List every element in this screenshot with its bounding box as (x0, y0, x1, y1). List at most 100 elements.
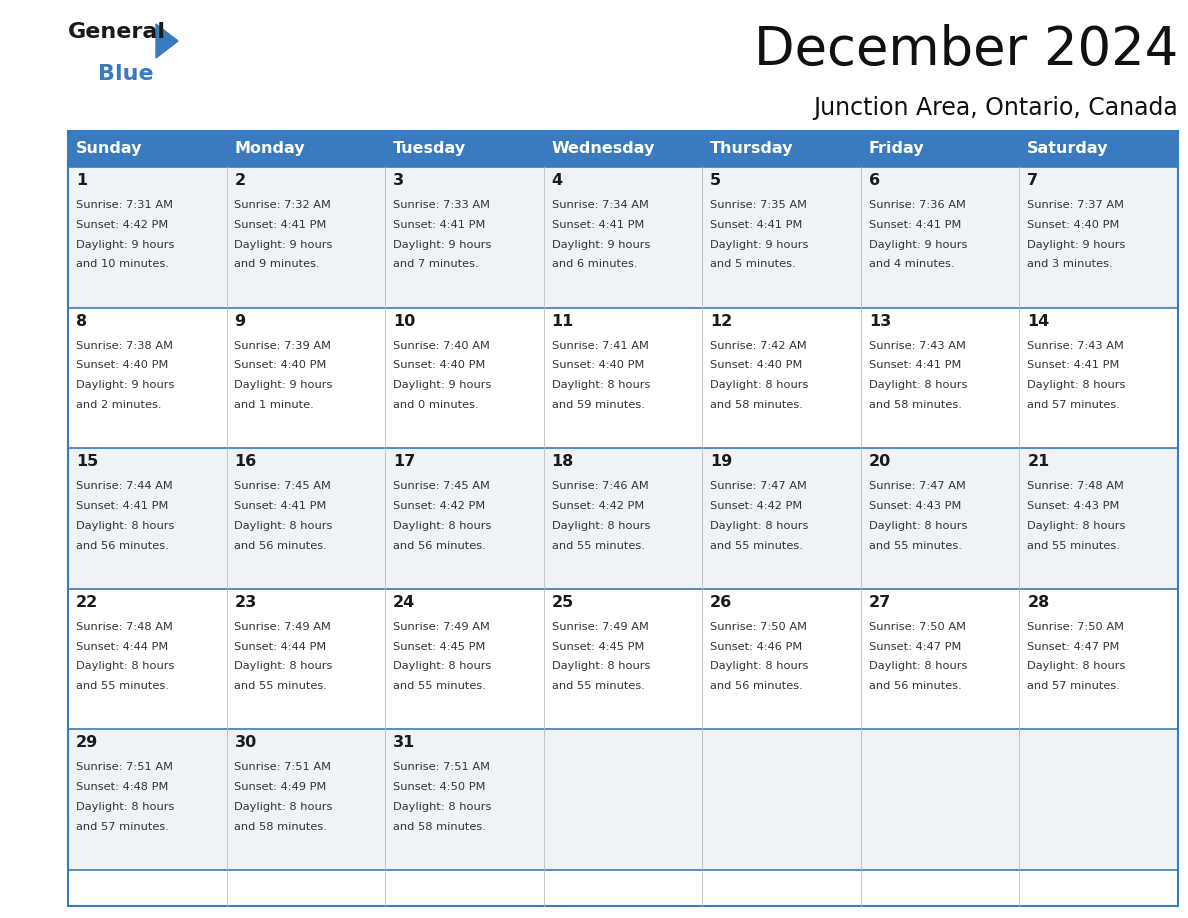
Text: and 55 minutes.: and 55 minutes. (551, 681, 645, 691)
Text: Sunset: 4:42 PM: Sunset: 4:42 PM (710, 501, 802, 511)
Text: and 0 minutes.: and 0 minutes. (393, 400, 479, 410)
Text: Daylight: 9 hours: Daylight: 9 hours (234, 240, 333, 250)
Text: and 58 minutes.: and 58 minutes. (710, 400, 803, 410)
Text: and 2 minutes.: and 2 minutes. (76, 400, 162, 410)
Text: and 3 minutes.: and 3 minutes. (1028, 260, 1113, 269)
Bar (1019, 730, 1178, 870)
Text: Sunrise: 7:48 AM: Sunrise: 7:48 AM (76, 621, 172, 632)
Text: and 5 minutes.: and 5 minutes. (710, 260, 796, 269)
Text: Sunset: 4:44 PM: Sunset: 4:44 PM (234, 642, 327, 652)
Text: 17: 17 (393, 454, 416, 469)
Bar (1019, 308, 1178, 448)
Text: Sunrise: 7:51 AM: Sunrise: 7:51 AM (234, 763, 331, 772)
Text: 9: 9 (234, 314, 246, 329)
Text: Sunrise: 7:39 AM: Sunrise: 7:39 AM (234, 341, 331, 351)
Text: 11: 11 (551, 314, 574, 329)
Text: 5: 5 (710, 173, 721, 188)
Text: Daylight: 8 hours: Daylight: 8 hours (710, 521, 809, 531)
Bar (544, 730, 702, 870)
Bar (544, 167, 702, 308)
Text: 28: 28 (1028, 595, 1050, 610)
Bar (861, 131, 1019, 167)
Text: Daylight: 8 hours: Daylight: 8 hours (234, 521, 333, 531)
Text: Sunrise: 7:48 AM: Sunrise: 7:48 AM (1028, 481, 1124, 491)
Text: December 2024: December 2024 (753, 24, 1178, 76)
Text: Sunset: 4:40 PM: Sunset: 4:40 PM (1028, 219, 1120, 230)
Text: Sunset: 4:40 PM: Sunset: 4:40 PM (710, 361, 803, 370)
Text: Daylight: 9 hours: Daylight: 9 hours (710, 240, 809, 250)
Text: and 55 minutes.: and 55 minutes. (234, 681, 328, 691)
Text: Sunrise: 7:51 AM: Sunrise: 7:51 AM (393, 763, 491, 772)
Text: Daylight: 9 hours: Daylight: 9 hours (1028, 240, 1126, 250)
Text: Daylight: 9 hours: Daylight: 9 hours (76, 380, 175, 390)
Text: 22: 22 (76, 595, 99, 610)
Text: 10: 10 (393, 314, 416, 329)
Text: and 1 minute.: and 1 minute. (234, 400, 315, 410)
Text: 3: 3 (393, 173, 404, 188)
Text: and 56 minutes.: and 56 minutes. (234, 541, 327, 551)
Text: Sunset: 4:48 PM: Sunset: 4:48 PM (76, 782, 169, 792)
Bar (1019, 448, 1178, 588)
Text: Daylight: 8 hours: Daylight: 8 hours (710, 661, 809, 671)
Text: 27: 27 (868, 595, 891, 610)
Text: Sunset: 4:41 PM: Sunset: 4:41 PM (234, 219, 327, 230)
Text: 23: 23 (234, 595, 257, 610)
Bar (227, 730, 385, 870)
Text: Daylight: 8 hours: Daylight: 8 hours (1028, 521, 1126, 531)
Text: 21: 21 (1028, 454, 1050, 469)
Bar (861, 167, 1019, 308)
Text: and 55 minutes.: and 55 minutes. (551, 541, 645, 551)
Text: Daylight: 8 hours: Daylight: 8 hours (551, 380, 650, 390)
Text: and 4 minutes.: and 4 minutes. (868, 260, 954, 269)
Text: Sunrise: 7:33 AM: Sunrise: 7:33 AM (393, 200, 491, 210)
Bar (68, 167, 227, 308)
Text: Sunrise: 7:45 AM: Sunrise: 7:45 AM (234, 481, 331, 491)
Text: Sunrise: 7:32 AM: Sunrise: 7:32 AM (234, 200, 331, 210)
Text: 7: 7 (1028, 173, 1038, 188)
Bar (702, 167, 861, 308)
Bar (68, 131, 227, 167)
Text: Sunrise: 7:44 AM: Sunrise: 7:44 AM (76, 481, 172, 491)
Text: Sunrise: 7:41 AM: Sunrise: 7:41 AM (551, 341, 649, 351)
Bar (385, 308, 544, 448)
Bar (1019, 588, 1178, 730)
Polygon shape (156, 24, 178, 58)
Bar (227, 308, 385, 448)
Text: Sunrise: 7:49 AM: Sunrise: 7:49 AM (234, 621, 331, 632)
Bar (385, 588, 544, 730)
Text: Daylight: 9 hours: Daylight: 9 hours (234, 380, 333, 390)
Text: Wednesday: Wednesday (551, 141, 655, 156)
Text: Sunset: 4:40 PM: Sunset: 4:40 PM (551, 361, 644, 370)
Text: Sunset: 4:45 PM: Sunset: 4:45 PM (393, 642, 486, 652)
Bar (385, 167, 544, 308)
Text: Sunset: 4:41 PM: Sunset: 4:41 PM (1028, 361, 1120, 370)
Bar (227, 588, 385, 730)
Text: Daylight: 8 hours: Daylight: 8 hours (234, 802, 333, 812)
Bar (68, 448, 227, 588)
Text: 20: 20 (868, 454, 891, 469)
Bar (544, 448, 702, 588)
Text: Daylight: 9 hours: Daylight: 9 hours (551, 240, 650, 250)
Text: Sunrise: 7:49 AM: Sunrise: 7:49 AM (551, 621, 649, 632)
Text: Daylight: 8 hours: Daylight: 8 hours (393, 802, 492, 812)
Text: 19: 19 (710, 454, 733, 469)
Text: Daylight: 8 hours: Daylight: 8 hours (868, 661, 967, 671)
Text: Sunset: 4:44 PM: Sunset: 4:44 PM (76, 642, 169, 652)
Text: Sunrise: 7:38 AM: Sunrise: 7:38 AM (76, 341, 173, 351)
Text: Sunset: 4:40 PM: Sunset: 4:40 PM (76, 361, 169, 370)
Text: 26: 26 (710, 595, 733, 610)
Text: Sunset: 4:42 PM: Sunset: 4:42 PM (76, 219, 169, 230)
Text: Sunrise: 7:42 AM: Sunrise: 7:42 AM (710, 341, 807, 351)
Text: Sunrise: 7:37 AM: Sunrise: 7:37 AM (1028, 200, 1124, 210)
Text: and 57 minutes.: and 57 minutes. (1028, 400, 1120, 410)
Text: Sunset: 4:50 PM: Sunset: 4:50 PM (393, 782, 486, 792)
Text: 31: 31 (393, 735, 416, 750)
Text: Sunset: 4:45 PM: Sunset: 4:45 PM (551, 642, 644, 652)
Text: Sunset: 4:41 PM: Sunset: 4:41 PM (868, 219, 961, 230)
Text: and 56 minutes.: and 56 minutes. (76, 541, 169, 551)
Text: Daylight: 9 hours: Daylight: 9 hours (76, 240, 175, 250)
Text: Sunrise: 7:50 AM: Sunrise: 7:50 AM (710, 621, 807, 632)
Text: and 59 minutes.: and 59 minutes. (551, 400, 645, 410)
Bar (68, 730, 227, 870)
Text: and 58 minutes.: and 58 minutes. (868, 400, 961, 410)
